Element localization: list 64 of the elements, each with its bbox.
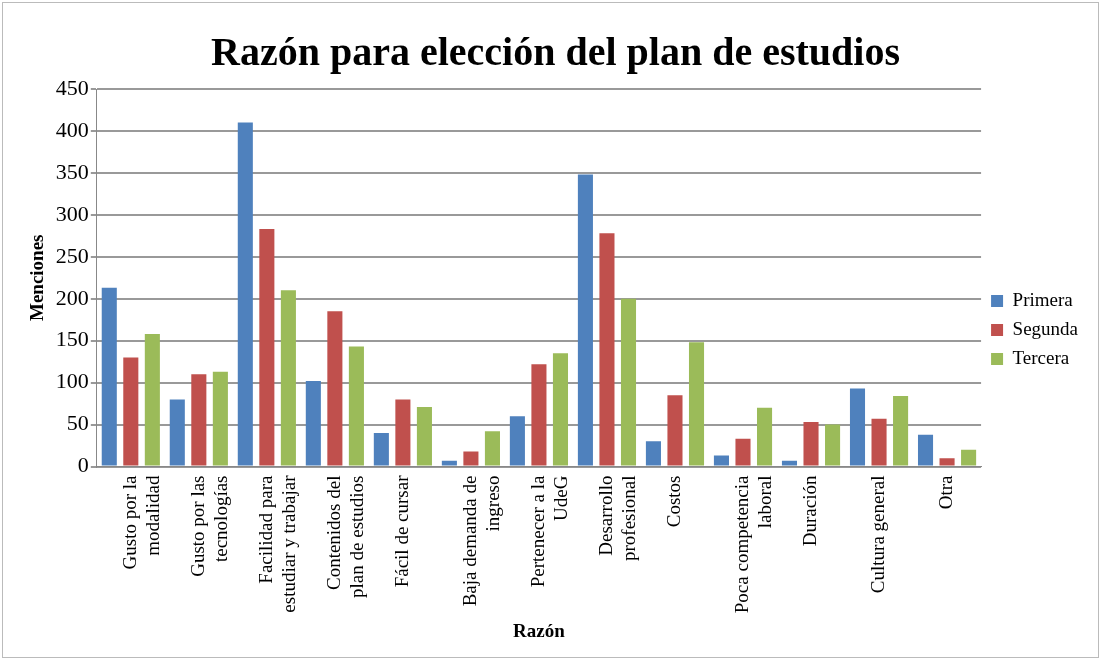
y-tick-label: 250 <box>55 242 89 268</box>
legend-label: Tercera <box>1012 346 1070 368</box>
bar <box>803 422 819 466</box>
bar <box>237 122 253 466</box>
bar <box>212 371 228 466</box>
bar <box>620 298 637 466</box>
y-tick-label: 450 <box>55 74 89 100</box>
bar <box>327 311 343 466</box>
bar <box>305 380 321 466</box>
bar <box>917 434 934 466</box>
bar <box>939 458 955 466</box>
bar <box>144 333 160 466</box>
y-tick-label: 100 <box>55 368 89 394</box>
bar <box>688 342 705 466</box>
bar <box>781 460 798 466</box>
bar <box>441 460 457 466</box>
legend-label: Primera <box>1012 288 1074 310</box>
bar <box>871 418 887 466</box>
y-tick-label: 400 <box>55 116 89 142</box>
bar <box>416 406 432 466</box>
bar <box>599 233 615 466</box>
x-axis-title: Razón <box>513 619 566 641</box>
y-tick-label: 300 <box>55 200 89 226</box>
bar <box>577 174 593 466</box>
bar <box>463 451 479 466</box>
y-tick-label: 150 <box>55 326 89 352</box>
chart-title: Razón para elección del plan de estudios <box>211 29 900 75</box>
x-tick-label: Duración <box>799 475 820 547</box>
bar <box>484 431 500 466</box>
bar <box>169 399 185 466</box>
bar <box>849 388 866 466</box>
bar <box>735 438 751 466</box>
bar <box>373 432 389 466</box>
y-tick-label: 350 <box>55 158 89 184</box>
bar <box>509 416 525 466</box>
bar <box>552 353 569 466</box>
bar <box>101 287 117 466</box>
y-tick-label: 200 <box>55 284 89 310</box>
legend-label: Segunda <box>1012 317 1079 339</box>
y-tick-label: 0 <box>77 452 89 478</box>
x-tick-label: Costos <box>662 475 684 528</box>
x-tick-label: Baja demanda de ingreso <box>458 475 503 607</box>
bar <box>191 374 207 466</box>
y-tick-label: 50 <box>66 410 89 436</box>
x-tick-label: Cultura general <box>867 475 889 594</box>
bar <box>123 357 139 466</box>
bar <box>667 395 683 466</box>
x-tick-label: Fácil de cursar <box>390 474 412 588</box>
bar <box>531 364 547 466</box>
x-tick-label: Poca competencia laboral <box>730 474 775 614</box>
bar <box>825 424 841 466</box>
x-tick-label: Desarrollo profesional <box>594 475 639 561</box>
bar <box>259 229 275 466</box>
bar <box>893 396 909 466</box>
bar <box>757 407 773 466</box>
bar <box>348 346 364 466</box>
bar <box>395 399 411 466</box>
y-axis-title: Menciones <box>26 234 48 322</box>
bar <box>713 455 729 466</box>
bar <box>961 449 977 466</box>
bar <box>645 441 661 466</box>
x-tick-label: Otra <box>935 474 957 510</box>
x-tick-label: Gusto por la modalidad <box>118 474 163 570</box>
bar <box>280 290 296 466</box>
